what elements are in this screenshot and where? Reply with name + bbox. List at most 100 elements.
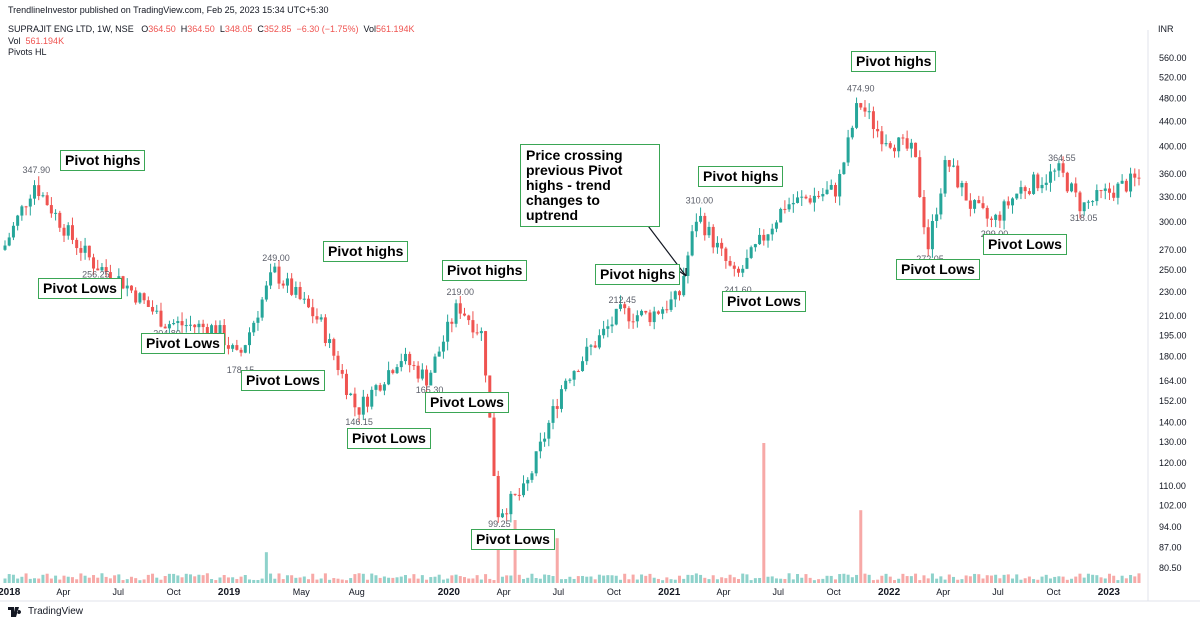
candle-body: [163, 326, 167, 329]
volume-bar: [28, 578, 32, 583]
volume-bar: [7, 574, 11, 583]
symbol-label: SUPRAJIT ENG LTD, 1W, NSE: [8, 24, 134, 34]
candle-body: [96, 268, 100, 271]
volume-bar: [935, 578, 939, 583]
volume-bar: [1099, 577, 1103, 583]
candle-body: [315, 316, 319, 320]
volume-bar: [100, 573, 104, 583]
volume-bar: [260, 578, 264, 583]
volume-bar: [87, 577, 91, 583]
volume-bar: [205, 573, 209, 583]
volume-bar: [277, 573, 281, 583]
y-tick-label: 440.00: [1159, 117, 1187, 127]
volume-bar: [475, 575, 479, 583]
candle-body: [184, 325, 188, 327]
candle-body: [618, 304, 622, 309]
change-value: −6.30 (−1.75%): [296, 24, 359, 34]
candle-body: [661, 309, 665, 314]
candle-body: [551, 406, 555, 423]
candle-body: [606, 326, 610, 329]
volume-bar: [374, 575, 378, 583]
volume-bar: [1120, 575, 1124, 583]
volume-bar: [543, 574, 547, 583]
y-tick-label: 180.00: [1159, 351, 1187, 361]
volume-bar: [1061, 576, 1065, 583]
candle-body: [800, 196, 804, 198]
candle-body: [104, 267, 108, 273]
volume-bar: [214, 580, 218, 583]
candle-body: [973, 200, 977, 209]
volume-bar: [180, 577, 184, 583]
volume-bar: [172, 573, 176, 583]
volume-bar: [1086, 573, 1090, 583]
volume-bar: [281, 579, 285, 583]
volume-bar: [285, 575, 289, 583]
candle-body: [884, 143, 888, 145]
x-tick-label: 2020: [438, 587, 461, 598]
volume-bar: [640, 574, 644, 583]
volume-bar: [555, 538, 559, 583]
candle-body: [87, 245, 91, 258]
volume-bar: [943, 579, 947, 583]
candle-body: [307, 298, 311, 308]
candle-body: [484, 331, 488, 376]
pivot-lows-annotation: Pivot Lows: [471, 529, 555, 550]
candle-body: [871, 111, 875, 130]
candle-body: [703, 215, 707, 236]
candle-body: [420, 369, 424, 379]
volume-bar: [167, 573, 171, 583]
volume-bar: [315, 579, 319, 583]
candle-body: [677, 291, 681, 296]
volume-bar: [83, 575, 87, 583]
volume-bar: [589, 576, 593, 583]
pivot-value-label: 99.25: [488, 519, 511, 529]
pivot-value-label: 364.55: [1048, 153, 1076, 163]
candle-body: [425, 369, 429, 386]
volume-bar: [656, 578, 660, 583]
volume-bar: [45, 573, 49, 583]
volume-bar: [264, 552, 268, 583]
candle-body: [357, 407, 361, 415]
volume-bar: [1044, 574, 1048, 583]
candle-body: [652, 311, 656, 323]
volume-bar: [732, 577, 736, 583]
candle-body: [513, 493, 517, 495]
candle-body: [673, 291, 677, 300]
volume-bar: [239, 576, 243, 583]
volume-bar: [867, 574, 871, 583]
volume-bar: [576, 576, 580, 583]
candle-body: [1040, 184, 1044, 189]
volume-bar: [218, 577, 222, 583]
candle-body: [129, 285, 133, 291]
candle-body: [1044, 182, 1048, 185]
candle-body: [614, 308, 618, 325]
volume-bar: [855, 574, 859, 583]
candle-body: [1061, 163, 1065, 173]
candle-body: [180, 321, 184, 326]
volume-bar: [210, 579, 214, 583]
volume-bar: [737, 578, 741, 583]
candle-body: [471, 320, 475, 333]
candle-body: [290, 278, 294, 295]
candle-body: [732, 265, 736, 269]
candle-body: [108, 272, 112, 281]
volume-bar: [791, 579, 795, 583]
candle-body: [256, 317, 260, 323]
volume-bar: [294, 577, 298, 583]
volume-bar: [559, 579, 563, 583]
volume-bar: [677, 575, 681, 583]
volume-bar: [833, 579, 837, 583]
volume-bar: [387, 577, 391, 583]
tradingview-footer[interactable]: TradingView: [8, 606, 83, 617]
candle-body: [956, 165, 960, 188]
volume-bar: [534, 577, 538, 583]
volume-bar: [530, 573, 534, 583]
candle-body: [935, 214, 939, 221]
volume-bar: [842, 573, 846, 583]
candle-body: [328, 339, 332, 344]
volume-bar: [378, 577, 382, 583]
candle-body: [538, 441, 542, 452]
volume-bar: [888, 576, 892, 583]
tradingview-logo-icon: [8, 606, 24, 617]
